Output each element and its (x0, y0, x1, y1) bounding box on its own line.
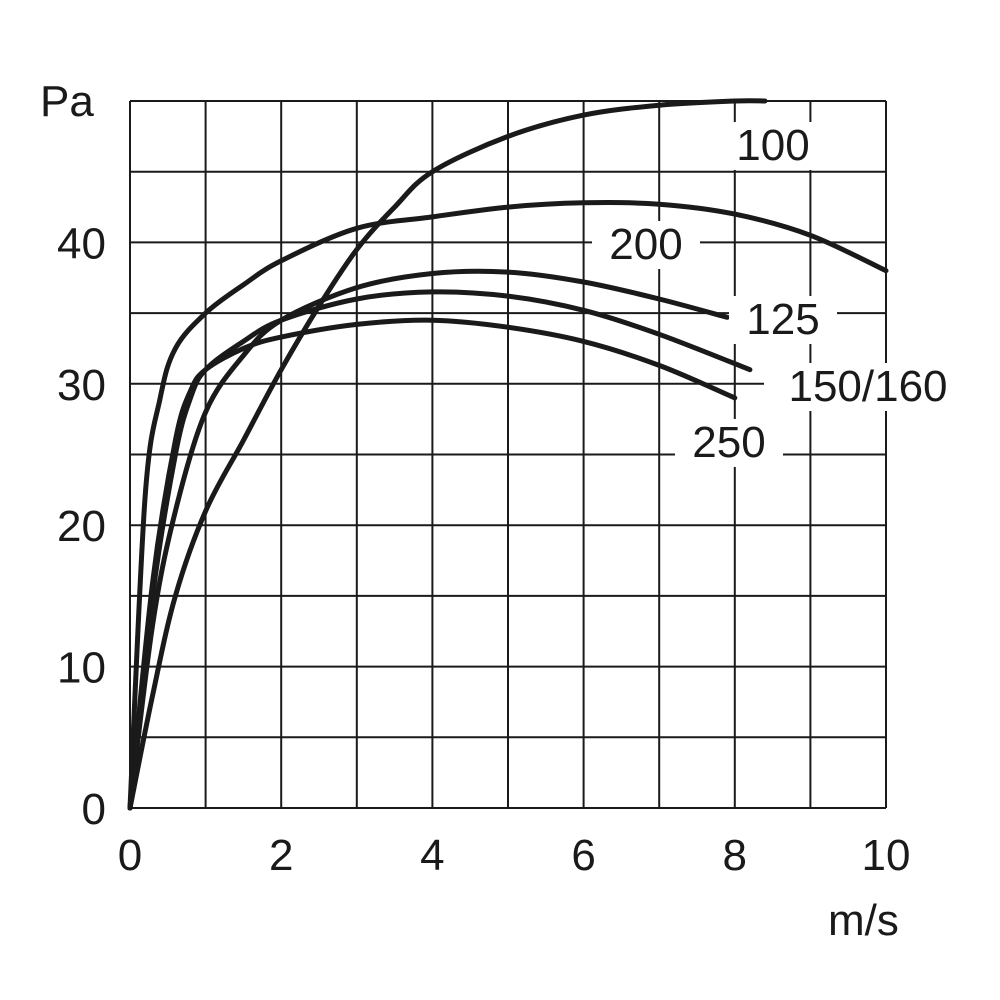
x-tick-label: 10 (862, 831, 911, 880)
series-label-background (729, 296, 837, 344)
x-tick-label: 8 (723, 831, 747, 880)
series-line-150-160 (127, 289, 753, 811)
x-tick-label: 0 (118, 831, 142, 880)
series-label-150-160: 150/160 (788, 362, 947, 411)
series-label-background (592, 221, 700, 269)
series-label-125: 125 (746, 295, 819, 344)
x-tick-label: 2 (269, 831, 293, 880)
series-label-100: 100 (736, 121, 809, 170)
series-label-background (764, 363, 972, 411)
series-curves (127, 98, 889, 811)
x-tick-label: 6 (571, 831, 595, 880)
y-axis-label: Pa (40, 77, 94, 126)
series-label-250: 250 (692, 418, 765, 467)
x-tick-labels: 0 2 4 6 8 10 (118, 831, 911, 880)
y-tick-label: 20 (57, 502, 106, 551)
series-line-200 (127, 200, 889, 811)
y-tick-label: 30 (57, 361, 106, 410)
y-tick-label: 40 (57, 219, 106, 268)
series-label-background (675, 419, 783, 467)
x-axis-label: m/s (828, 896, 899, 945)
series-labels: 100 200 125 150/160 250 (592, 121, 972, 467)
y-tick-label: 0 (82, 785, 106, 834)
series-line-125 (127, 268, 730, 811)
series-line-100 (127, 98, 768, 811)
x-tick-label: 4 (420, 831, 444, 880)
series-label-background (719, 122, 827, 170)
y-tick-label: 10 (57, 644, 106, 693)
series-label-200: 200 (609, 220, 682, 269)
y-tick-labels: 0 10 20 30 40 (57, 219, 106, 834)
series-line-250 (127, 317, 738, 811)
